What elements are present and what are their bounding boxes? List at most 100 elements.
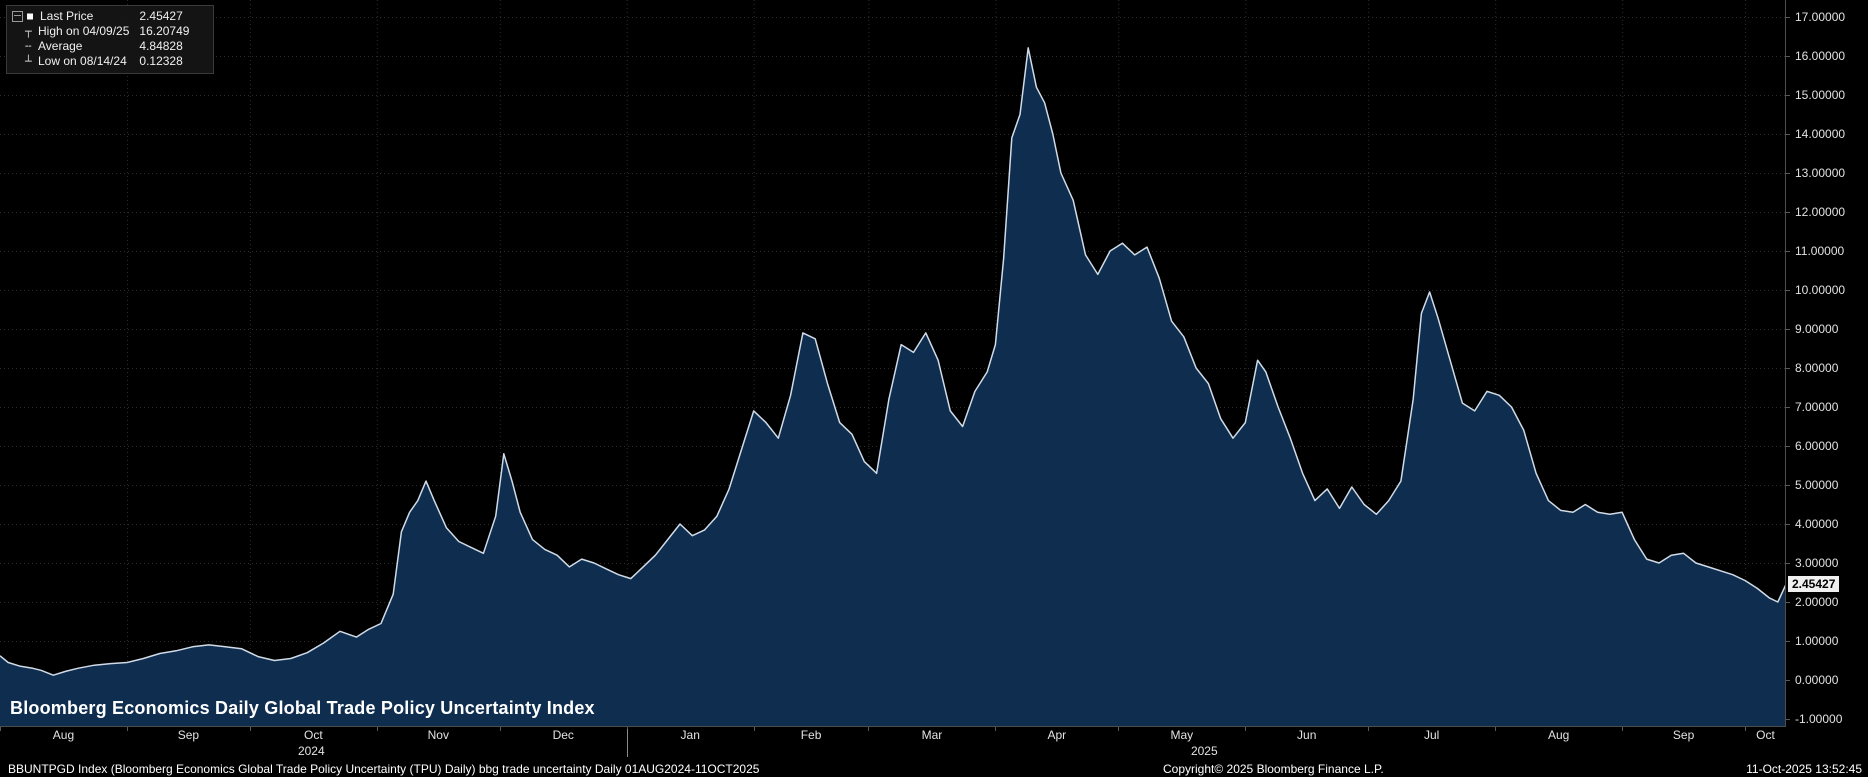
y-axis-tick [1786, 368, 1790, 369]
y-axis-tick [1786, 251, 1790, 252]
x-axis-tick [249, 727, 251, 731]
y-axis-tick [1786, 446, 1790, 447]
x-axis-tick [376, 727, 378, 731]
legend-label: Average [38, 39, 83, 53]
y-axis-tick [1786, 290, 1790, 291]
x-axis-tick [126, 727, 128, 731]
y-axis-label: 5.00000 [1795, 478, 1839, 492]
x-axis-years: 2024 2025 [0, 743, 1786, 760]
y-axis-label: 2.00000 [1795, 595, 1839, 609]
y-axis-tick [1786, 719, 1790, 720]
x-axis-months: Aug Sep Oct Nov Dec Jan Feb Mar Apr May Jun Jul Aug S… [0, 727, 1786, 743]
y-axis-label: 16.00000 [1795, 49, 1846, 63]
x-axis-year-label: 2024 [297, 744, 325, 758]
legend-label: Last Price [40, 9, 94, 23]
y-axis-tick [1786, 17, 1790, 18]
x-axis-tick [1745, 727, 1747, 731]
y-axis-tick [1786, 563, 1790, 564]
average-marker-icon: ╌ [25, 40, 32, 53]
y-axis-tick [1786, 602, 1790, 603]
x-axis-tick [1622, 727, 1624, 731]
x-axis-year-label: 2025 [1190, 744, 1218, 758]
x-axis-tick [1495, 727, 1497, 731]
x-axis-month-label: Aug [1547, 728, 1570, 742]
y-axis-label: 13.00000 [1795, 166, 1846, 180]
legend: ■ Last Price 2.45427 ┬ High on 04/09/25 … [6, 5, 215, 74]
x-axis-month-label: Jan [680, 728, 700, 742]
price-area-chart[interactable] [0, 0, 1786, 727]
x-axis-month-label: Oct [304, 728, 323, 742]
y-axis-tick [1786, 56, 1790, 57]
y-axis-label: -1.00000 [1795, 712, 1843, 726]
y-axis-tick [1786, 641, 1790, 642]
legend-row-low[interactable]: ┴ Low on 08/14/24 0.12328 [12, 54, 205, 69]
y-axis-tick [1786, 329, 1790, 330]
y-axis-tick [1786, 680, 1790, 681]
y-axis-label: 15.00000 [1795, 88, 1846, 102]
y-axis-tick [1786, 134, 1790, 135]
status-bar: BBUNTPGD Index (Bloomberg Economics Glob… [0, 762, 1868, 777]
legend-value: 4.84828 [139, 39, 183, 53]
legend-row-average[interactable]: ╌ Average 4.84828 [12, 39, 205, 54]
x-axis-month-label: May [1170, 728, 1194, 742]
y-axis-tick [1786, 95, 1790, 96]
series-swatch-icon: ■ [27, 11, 34, 22]
x-axis-month-label: Sep [1672, 728, 1695, 742]
last-price-tag: 2.45427 [1788, 576, 1840, 593]
x-axis-tick [0, 727, 1, 731]
y-axis-label: 12.00000 [1795, 205, 1846, 219]
x-axis-month-label: Oct [1756, 728, 1775, 742]
legend-row-last-price[interactable]: ■ Last Price 2.45427 [12, 9, 205, 24]
x-axis-tick [1368, 727, 1370, 731]
x-axis-month-label: Jul [1423, 728, 1440, 742]
y-axis-label: 0.00000 [1795, 673, 1839, 687]
y-axis-label: 8.00000 [1795, 361, 1839, 375]
legend-value: 16.20749 [139, 24, 190, 38]
x-axis-tick [1245, 727, 1247, 731]
chart-title: Bloomberg Economics Daily Global Trade P… [10, 698, 595, 718]
x-axis-tick [995, 727, 997, 731]
x-axis-tick [1118, 727, 1120, 731]
x-axis-month-label: Mar [921, 728, 943, 742]
low-marker-icon: ┴ [25, 55, 32, 68]
high-marker-icon: ┬ [25, 25, 32, 38]
y-axis-label: 6.00000 [1795, 439, 1839, 453]
y-axis-label: 7.00000 [1795, 400, 1839, 414]
y-axis-tick [1786, 485, 1790, 486]
y-axis-label: 14.00000 [1795, 127, 1846, 141]
legend-label: Low on 08/14/24 [38, 54, 127, 68]
y-axis-tick [1786, 212, 1790, 213]
x-axis-month-label: Sep [177, 728, 200, 742]
x-axis-month-label: Dec [552, 728, 574, 742]
legend-value: 2.45427 [139, 9, 183, 23]
y-axis-label: 3.00000 [1795, 556, 1839, 570]
security-description: BBUNTPGD Index (Bloomberg Economics Glob… [8, 762, 760, 776]
x-axis-month-label: Feb [800, 728, 822, 742]
x-axis-month-label: Apr [1047, 728, 1067, 742]
copyright: Copyright© 2025 Bloomberg Finance L.P. [1163, 762, 1384, 776]
x-axis-month-label: Jun [1297, 728, 1317, 742]
x-axis-tick [753, 727, 755, 731]
y-axis-label: 11.00000 [1795, 244, 1845, 258]
y-axis-label: 17.00000 [1795, 10, 1846, 24]
chart-plot-area[interactable]: ■ Last Price 2.45427 ┬ High on 04/09/25 … [0, 0, 1786, 727]
y-axis-tick [1786, 407, 1790, 408]
collapse-box-icon[interactable] [12, 11, 23, 22]
x-axis-month-label: Nov [427, 728, 449, 742]
legend-row-high[interactable]: ┬ High on 04/09/25 16.20749 [12, 24, 205, 39]
x-axis-month-label: Aug [52, 728, 75, 742]
legend-label: High on 04/09/25 [38, 24, 130, 38]
y-axis-label: 1.00000 [1795, 634, 1839, 648]
y-axis-tick [1786, 173, 1790, 174]
timestamp: 11-Oct-2025 13:52:45 [1746, 762, 1862, 776]
y-axis-label: 9.00000 [1795, 322, 1839, 336]
y-axis-label: 4.00000 [1795, 517, 1839, 531]
x-axis-tick [499, 727, 501, 731]
legend-value: 0.12328 [139, 54, 183, 68]
year-separator-tick [626, 729, 628, 757]
y-axis-tick [1786, 524, 1790, 525]
y-axis-label: 10.00000 [1795, 283, 1846, 297]
y-axis: 2.45427 17.00000 16.00000 15.00000 14.00000… [1786, 0, 1868, 727]
x-axis-tick [868, 727, 870, 731]
